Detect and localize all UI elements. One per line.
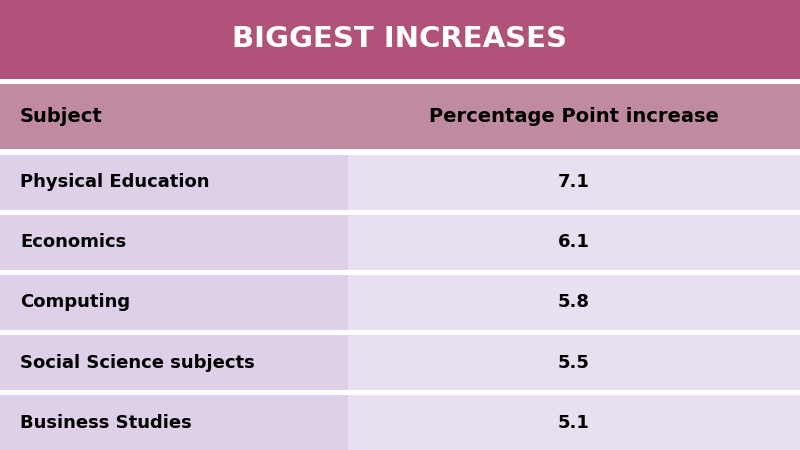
- FancyBboxPatch shape: [0, 275, 348, 330]
- Text: 5.5: 5.5: [558, 354, 590, 372]
- FancyBboxPatch shape: [0, 390, 800, 395]
- Text: 7.1: 7.1: [558, 173, 590, 191]
- FancyBboxPatch shape: [348, 395, 800, 450]
- Text: BIGGEST INCREASES: BIGGEST INCREASES: [233, 25, 567, 54]
- Text: 5.8: 5.8: [558, 293, 590, 311]
- Text: Subject: Subject: [20, 107, 102, 126]
- Text: Physical Education: Physical Education: [20, 173, 210, 191]
- Text: Business Studies: Business Studies: [20, 414, 192, 432]
- FancyBboxPatch shape: [348, 215, 800, 270]
- Text: Social Science subjects: Social Science subjects: [20, 354, 254, 372]
- FancyBboxPatch shape: [348, 275, 800, 330]
- FancyBboxPatch shape: [0, 0, 800, 79]
- FancyBboxPatch shape: [0, 270, 800, 275]
- FancyBboxPatch shape: [0, 210, 800, 215]
- Text: Percentage Point increase: Percentage Point increase: [429, 107, 719, 126]
- FancyBboxPatch shape: [0, 84, 348, 149]
- FancyBboxPatch shape: [0, 395, 348, 450]
- FancyBboxPatch shape: [348, 84, 800, 149]
- FancyBboxPatch shape: [0, 330, 800, 335]
- FancyBboxPatch shape: [0, 215, 348, 270]
- FancyBboxPatch shape: [348, 335, 800, 390]
- FancyBboxPatch shape: [0, 155, 348, 210]
- Text: Economics: Economics: [20, 233, 126, 251]
- Text: 6.1: 6.1: [558, 233, 590, 251]
- Text: Computing: Computing: [20, 293, 130, 311]
- FancyBboxPatch shape: [0, 335, 348, 390]
- FancyBboxPatch shape: [0, 79, 800, 84]
- Text: 5.1: 5.1: [558, 414, 590, 432]
- FancyBboxPatch shape: [348, 155, 800, 210]
- FancyBboxPatch shape: [0, 149, 800, 155]
